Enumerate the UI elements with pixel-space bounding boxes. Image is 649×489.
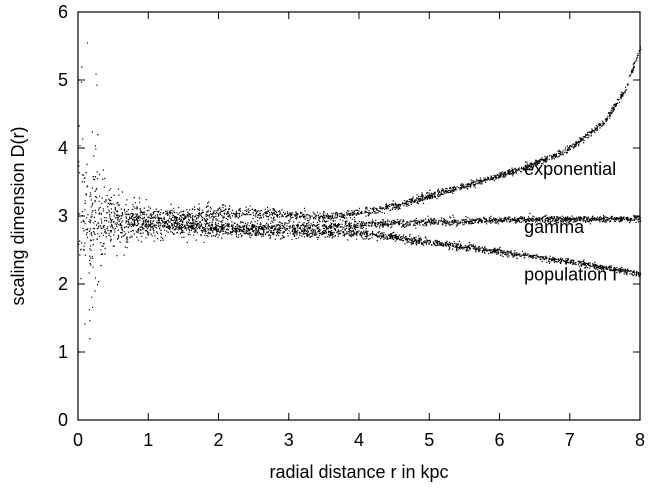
x-axis-label: radial distance r in kpc [269,462,448,482]
series-gamma [78,66,642,340]
x-tick-label: 4 [354,430,364,450]
y-tick-label: 0 [58,410,68,430]
y-tick-label: 2 [58,274,68,294]
points-layer [78,42,642,340]
y-axis-label: scaling dimension D(r) [8,126,28,305]
y-tick-label: 6 [58,2,68,22]
x-tick-label: 2 [213,430,223,450]
labels-layer: exponential gamma population I [524,159,617,284]
x-tick-label: 1 [143,430,153,450]
x-tick-label: 0 [73,430,83,450]
ticks-layer: 0 1 2 3 4 5 6 7 8 0 1 2 3 4 5 6 [58,2,645,450]
data-points [78,66,642,340]
x-tick-label: 7 [565,430,575,450]
y-tick-label: 4 [58,138,68,158]
series-annotation: population I [524,265,617,285]
x-tick-label: 8 [635,430,645,450]
series-annotation: gamma [524,217,585,237]
x-tick-label: 5 [424,430,434,450]
x-tick-label: 6 [494,430,504,450]
y-tick-label: 5 [58,70,68,90]
series-annotation: exponential [524,159,616,179]
plot-frame [77,11,641,421]
y-tick-label: 3 [58,206,68,226]
y-tick-label: 1 [58,342,68,362]
x-tick-label: 3 [284,430,294,450]
